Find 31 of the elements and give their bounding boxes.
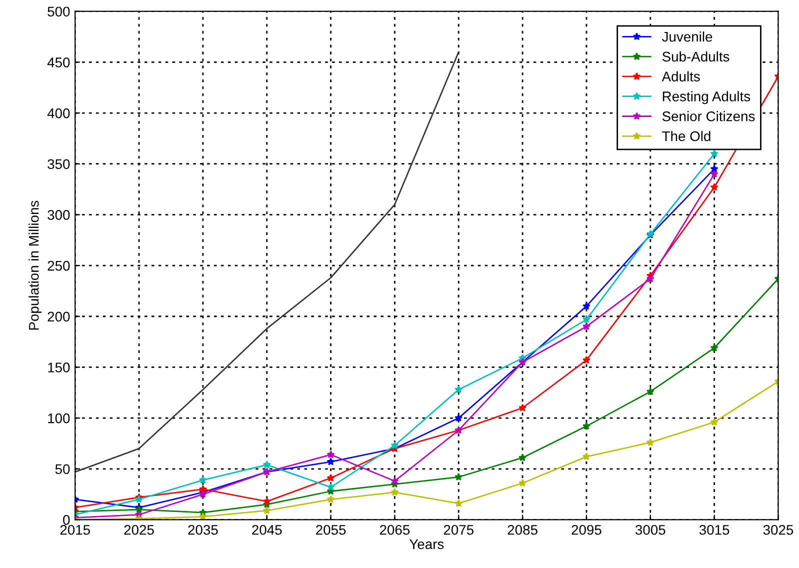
x-tick-label: 2015: [60, 524, 90, 535]
y-tick-label: 50: [55, 464, 70, 474]
y-tick-label: 500: [48, 6, 70, 17]
y-tick-label: 100: [48, 413, 70, 424]
legend-label: The Old: [662, 130, 710, 142]
y-tick-label: 400: [47, 108, 70, 118]
x-tick-label: 2045: [252, 524, 282, 535]
legend-label: Senior Citizens: [662, 111, 755, 122]
x-tick-label: 3025: [763, 524, 794, 535]
x-tick-label: 3015: [699, 524, 730, 535]
y-tick-label: 300: [48, 210, 70, 220]
y-tick-label: 250: [48, 260, 70, 271]
y-tick-label: 200: [48, 312, 70, 322]
legend-label: Sub-Adults: [662, 51, 730, 62]
x-tick-label: 2035: [188, 524, 218, 535]
y-tick-label: 450: [47, 58, 70, 68]
x-tick-label: 2095: [572, 524, 602, 535]
legend-label: Juvenile: [662, 31, 712, 42]
x-tick-label: 2055: [316, 524, 346, 535]
x-axis-title: Years: [409, 539, 444, 550]
y-axis-title: Population in Millions: [28, 200, 42, 330]
legend-label: Adults: [662, 71, 700, 82]
x-tick-label: 2085: [508, 524, 538, 535]
x-tick-label: 3005: [635, 524, 666, 535]
y-tick-label: 350: [48, 159, 70, 170]
y-tick-label: 0: [63, 515, 70, 525]
x-tick-label: 2075: [444, 524, 474, 535]
x-tick-label: 2065: [380, 524, 410, 535]
y-tick-label: 150: [48, 362, 70, 372]
legend-label: Resting Adults: [662, 91, 750, 104]
x-tick-label: 2025: [124, 524, 154, 535]
